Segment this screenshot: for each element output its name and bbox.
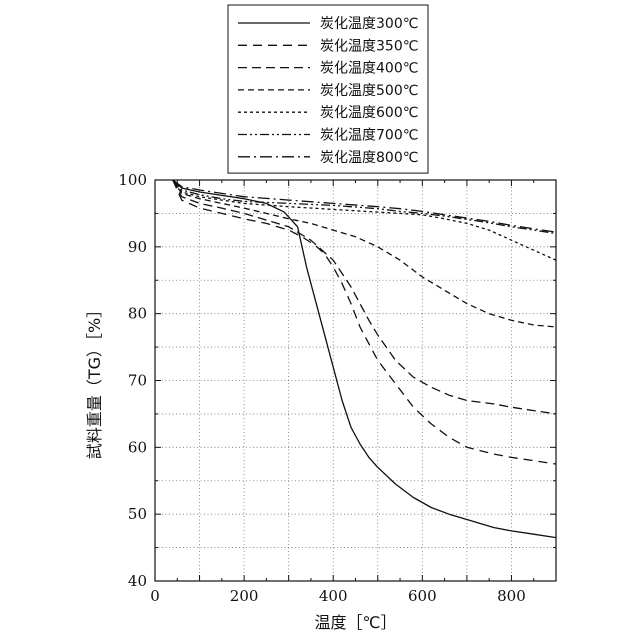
series-line-5: [173, 180, 556, 260]
series-line-4: [173, 180, 556, 327]
legend: 炭化温度300℃ 炭化温度350℃ 炭化温度400℃ 炭化温度500℃ 炭化温度600℃…: [228, 5, 428, 173]
legend-label: 炭化温度800℃: [320, 150, 418, 166]
legend-label: 炭化温度700℃: [320, 128, 418, 144]
x-tick-label: 0: [150, 587, 160, 605]
legend-label: 炭化温度400℃: [320, 61, 418, 77]
legend-label: 炭化温度350℃: [320, 38, 418, 54]
y-tick-label: 40: [128, 572, 147, 590]
legend-label: 炭化温度600℃: [320, 105, 418, 121]
x-tick-label: 400: [319, 587, 348, 605]
y-tick-label: 90: [128, 238, 147, 256]
y-tick-label: 60: [128, 438, 147, 456]
y-tick-label: 80: [128, 305, 147, 323]
series-line-6: [173, 180, 556, 234]
x-tick-label: 600: [408, 587, 437, 605]
y-tick-label: 50: [128, 505, 147, 523]
y-axis-title: 試料重量（TG）［%］: [85, 302, 104, 459]
grid-lines: [155, 180, 556, 581]
x-axis-title: 温度［℃］: [315, 613, 397, 632]
x-tick-label: 800: [497, 587, 526, 605]
y-tick-label: 100: [118, 171, 147, 189]
series-line-1: [173, 180, 556, 538]
series-line-3: [173, 180, 556, 414]
series-lines: [173, 180, 556, 538]
x-tick-label: 200: [230, 587, 259, 605]
legend-label: 炭化温度500℃: [320, 83, 418, 99]
axis-ticks: 0 200 400 600 800 40 50 60 70 80 90 100: [118, 171, 556, 605]
y-tick-label: 70: [128, 372, 147, 390]
legend-label: 炭化温度300℃: [320, 16, 418, 32]
